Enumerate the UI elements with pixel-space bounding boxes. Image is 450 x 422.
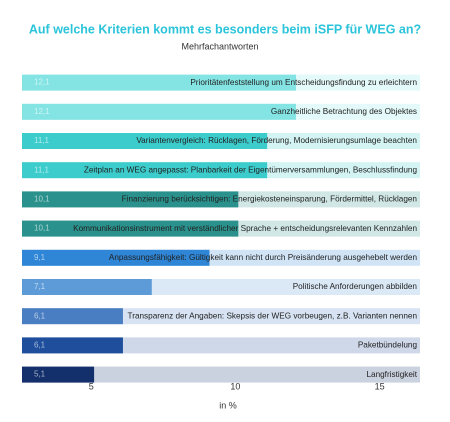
- bar: [22, 366, 95, 383]
- bar: [22, 133, 268, 149]
- value-label: 12,1: [34, 107, 50, 116]
- chart-subtitle: Mehrfachantworten: [181, 41, 258, 51]
- category-label: Langfristigkeit: [366, 370, 417, 379]
- value-label: 12,1: [34, 78, 50, 87]
- bar: [22, 249, 210, 266]
- value-label: 9,1: [34, 253, 46, 262]
- category-label: Kommunikationsinstrument mit verständlic…: [73, 224, 417, 233]
- category-label: Politische Anforderungen abbilden: [293, 282, 418, 291]
- value-label: 11,1: [34, 165, 50, 174]
- chart-title: Auf welche Kriterien kommt es besonders …: [29, 22, 421, 36]
- bar: [22, 279, 152, 295]
- x-tick-label: 15: [375, 381, 385, 391]
- bar-track: [22, 366, 420, 383]
- value-label: 10,1: [34, 195, 50, 204]
- category-label: Finanzierung berücksichtigen: Energiekos…: [122, 195, 418, 204]
- category-label: Transparenz der Angaben: Skepsis der WEG…: [128, 311, 418, 320]
- value-label: 10,1: [34, 224, 50, 233]
- x-axis-label: in %: [219, 400, 237, 410]
- bar: [22, 103, 296, 120]
- value-label: 11,1: [34, 136, 50, 145]
- bar: [22, 337, 123, 354]
- bar: [22, 191, 239, 208]
- value-label: 6,1: [34, 311, 46, 320]
- value-label: 7,1: [34, 282, 46, 291]
- x-tick-label: 5: [89, 381, 94, 391]
- category-label: Prioritätenfeststellung um Entscheidungs…: [190, 78, 417, 87]
- category-label: Ganzheitliche Betrachtung des Objektes: [271, 107, 417, 116]
- category-label: Zeitplan an WEG angepasst: Planbarkeit d…: [84, 165, 418, 174]
- category-label: Paketbündelung: [358, 341, 418, 350]
- value-label: 6,1: [34, 341, 46, 350]
- value-label: 5,1: [34, 370, 46, 379]
- category-label: Variantenvergleich: Rücklagen, Förderung…: [136, 136, 417, 145]
- bar: [22, 74, 296, 91]
- bar: [22, 162, 268, 179]
- x-tick-label: 10: [230, 381, 240, 391]
- bar: [22, 308, 123, 325]
- category-label: Anpassungsfähigkeit: Gültigkeit kann nic…: [109, 253, 418, 262]
- bar: [22, 220, 239, 237]
